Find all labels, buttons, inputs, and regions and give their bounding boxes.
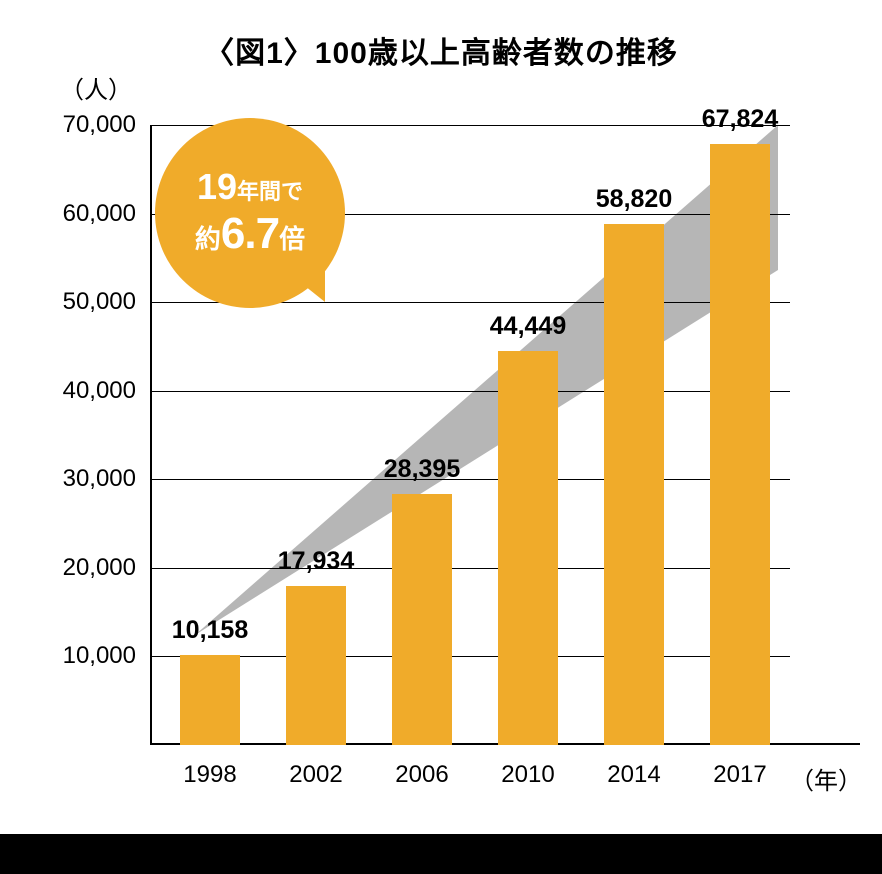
bar: 10,158	[180, 655, 240, 745]
chart-container: 〈図1〉100歳以上高齢者数の推移 （人） 10,000 20,000 30,000…	[0, 0, 882, 874]
gridline	[150, 391, 790, 392]
chart-title: 〈図1〉100歳以上高齢者数の推移	[0, 28, 882, 72]
y-tick-label: 60,000	[63, 200, 150, 228]
bar: 58,820	[604, 224, 664, 745]
callout-line2-suffix: 倍	[279, 224, 305, 254]
y-tick-label: 70,000	[63, 111, 150, 139]
callout-line2-mid: 6.7	[221, 209, 279, 258]
bar-value-label: 67,824	[702, 105, 778, 134]
bar: 28,395	[392, 494, 452, 745]
gridline	[150, 656, 790, 657]
bar-value-label: 44,449	[490, 312, 566, 341]
callout-line1-prefix: 19	[197, 166, 237, 207]
x-axis-unit: （年）	[790, 761, 862, 796]
x-tick-label: 1998	[183, 761, 236, 789]
x-tick-label: 2014	[607, 761, 660, 789]
callout-bubble: 19年間で 約6.7倍	[155, 118, 345, 308]
gridline	[150, 568, 790, 569]
x-tick-label: 2010	[501, 761, 554, 789]
bottom-bar	[0, 834, 882, 874]
bar: 17,934	[286, 586, 346, 745]
bar: 67,824	[710, 144, 770, 745]
y-tick-label: 40,000	[63, 377, 150, 405]
bar: 44,449	[498, 351, 558, 745]
bar-value-label: 17,934	[278, 547, 354, 576]
callout-line1-suffix: 年間で	[237, 179, 303, 204]
y-tick-label: 20,000	[63, 554, 150, 582]
callout-tail	[285, 270, 325, 302]
x-tick-label: 2002	[289, 761, 342, 789]
y-tick-label: 10,000	[63, 642, 150, 670]
callout-line2-prefix: 約	[195, 224, 221, 254]
x-tick-label: 2017	[713, 761, 766, 789]
y-axis-unit: （人）	[60, 70, 132, 105]
y-tick-label: 30,000	[63, 465, 150, 493]
y-axis-line	[150, 125, 152, 745]
x-tick-label: 2006	[395, 761, 448, 789]
callout-line2: 約6.7倍	[195, 209, 305, 260]
gridline	[150, 479, 790, 480]
callout-line1: 19年間で	[197, 166, 303, 207]
y-tick-label: 50,000	[63, 288, 150, 316]
bar-value-label: 10,158	[172, 616, 248, 645]
bar-value-label: 28,395	[384, 455, 460, 484]
bar-value-label: 58,820	[596, 185, 672, 214]
